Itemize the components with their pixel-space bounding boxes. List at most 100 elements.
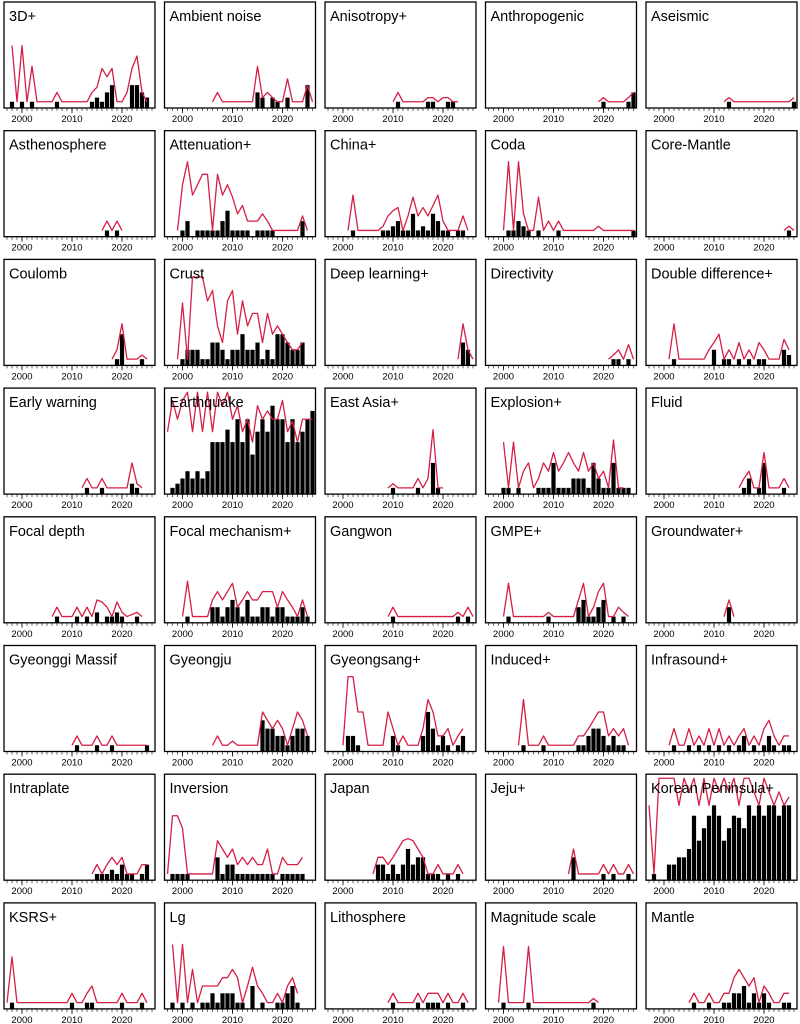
tick-label: 2000: [332, 886, 353, 897]
bar-2019: [114, 230, 120, 237]
bar-2019: [596, 478, 601, 495]
tick-label: 2000: [172, 1015, 193, 1024]
series-line: [342, 675, 464, 746]
bar-2020: [761, 815, 767, 881]
tick-label: 2000: [332, 629, 353, 640]
tick-label: 2000: [172, 758, 193, 769]
tick-label: 2010: [222, 114, 243, 125]
tick-label: 2010: [61, 629, 82, 640]
bar-2004: [200, 359, 205, 366]
tick-label: 2010: [222, 1015, 243, 1024]
bar-2005: [526, 230, 531, 237]
panel-frame: [324, 516, 477, 624]
bar-2019: [756, 359, 762, 366]
bar-2009: [225, 429, 230, 495]
bar-2008: [220, 993, 225, 1009]
series-line: [171, 943, 299, 1004]
bar-2009: [385, 230, 391, 237]
bar-2025: [144, 864, 150, 881]
panel-title: 3D+: [9, 9, 36, 25]
panel: 2000 2010 2020 Focal mechanism+: [163, 516, 317, 640]
bar-2009: [706, 1002, 712, 1009]
bar-2022: [611, 359, 616, 366]
bar-2007: [536, 487, 541, 495]
bar-2016: [260, 419, 265, 495]
panel-title: Lithosphere: [330, 910, 406, 926]
bar-2012: [561, 487, 566, 495]
bar-2011: [395, 101, 401, 108]
bar-2018: [270, 728, 275, 752]
tick-label: 2020: [111, 886, 132, 897]
bar-2023: [455, 230, 461, 237]
tick-label: 2010: [543, 886, 564, 897]
tick-label: 2000: [11, 243, 32, 254]
tick-label: 2000: [653, 371, 674, 382]
bar-2022: [771, 745, 777, 752]
tick-label: 2010: [382, 500, 403, 511]
tick-label: 2000: [172, 886, 193, 897]
panel: 2000 2010 2020 Asthenosphere: [3, 130, 156, 254]
bar-2016: [260, 230, 265, 237]
bar-2023: [295, 442, 300, 495]
tick-label: 2010: [543, 758, 564, 769]
panel: 2000 2010 2020 Attenuation+: [163, 130, 317, 254]
bar-2025: [465, 349, 471, 366]
bar-2025: [786, 355, 792, 366]
bar-2014: [410, 213, 416, 237]
tick-label: 2000: [653, 114, 674, 125]
tick-label: 2010: [382, 886, 403, 897]
bar-2014: [571, 857, 576, 881]
bar-2012: [400, 230, 406, 237]
tick-label: 2020: [111, 114, 132, 125]
bar-2007: [54, 101, 60, 108]
panel-frame: [484, 644, 638, 753]
tick-label: 2000: [653, 500, 674, 511]
bar-2018: [751, 745, 757, 752]
tick-label: 2010: [382, 629, 403, 640]
panel-title: Gyeongju: [170, 653, 232, 669]
bar-2020: [280, 1002, 285, 1009]
bar-2021: [606, 745, 611, 752]
panel: 2000 2010 2020 Gyeongsang+: [324, 644, 477, 769]
tick-label: 2020: [272, 886, 293, 897]
bar-2007: [215, 607, 220, 623]
bar-2012: [240, 616, 245, 623]
bar-2016: [260, 359, 265, 366]
panel-title: Asthenosphere: [9, 138, 107, 154]
panel: 2000 2010 2020 Gangwon: [324, 516, 477, 640]
tick-label: 2010: [703, 886, 724, 897]
series-line: [181, 580, 309, 618]
bar-2021: [285, 97, 290, 108]
bar-2007: [215, 857, 220, 881]
panel-frame: [484, 902, 638, 1010]
bar-2019: [114, 612, 120, 623]
bar-2020: [601, 101, 606, 108]
panel-frame: [484, 387, 638, 495]
panel: 2000 2010 2020 Magnitude scale: [484, 902, 638, 1024]
bar-2020: [601, 735, 606, 752]
bar-2006: [691, 1002, 697, 1009]
bar-2005: [686, 745, 692, 752]
panel-title: Jeju+: [491, 781, 526, 797]
bar-2014: [89, 101, 95, 108]
bar-2007: [375, 864, 381, 881]
bar-2011: [235, 1002, 240, 1009]
panel-frame: [324, 773, 477, 881]
panel: 2000 2010 2020 Induced+: [484, 644, 638, 769]
bar-2015: [736, 359, 742, 366]
bar-2003: [516, 221, 521, 237]
series-line: [166, 391, 313, 443]
bar-2018: [591, 1002, 596, 1009]
bar-2000: [180, 230, 185, 237]
tick-label: 2000: [493, 371, 514, 382]
bar-2024: [300, 342, 305, 366]
bar-1998: [170, 487, 175, 495]
tick-label: 2020: [432, 371, 453, 382]
bar-2000: [180, 1002, 185, 1009]
bar-2014: [571, 478, 576, 495]
panel-title: Gangwon: [330, 524, 392, 540]
tick-label: 2000: [11, 629, 32, 640]
tick-label: 2000: [653, 758, 674, 769]
tick-label: 2010: [543, 243, 564, 254]
